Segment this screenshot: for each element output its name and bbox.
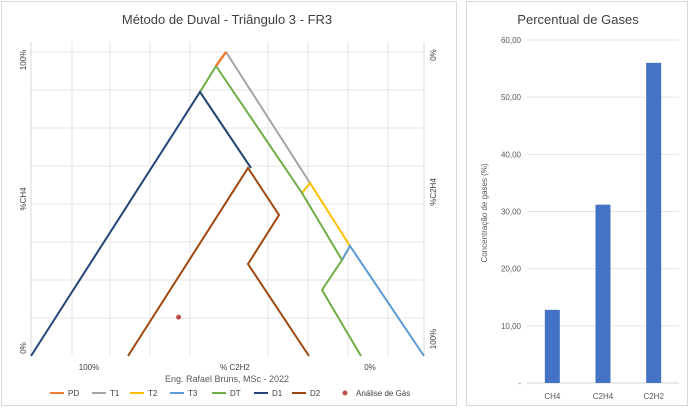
x-tick-label: C2H4 bbox=[593, 392, 614, 401]
duval-triangle-chart: Método de Duval - Triângulo 3 - FR3 100%… bbox=[19, 12, 438, 398]
x-tick-label: CH4 bbox=[544, 392, 561, 401]
duval-chart-panel: Método de Duval - Triângulo 3 - FR3 100%… bbox=[1, 1, 457, 406]
region-dt-line bbox=[215, 65, 362, 357]
y-tick-label: 30,00 bbox=[501, 208, 522, 217]
author-credit: Eng. Rafael Bruns, MSc - 2022 bbox=[165, 374, 289, 384]
bar-chart-y-axis-title: Concentração de gases (%) bbox=[480, 163, 489, 263]
y-tick-label: 60,00 bbox=[501, 36, 522, 45]
y-tick-label: 40,00 bbox=[501, 150, 522, 159]
gas-percent-chart-panel: Percentual de Gases Concentração de gase… bbox=[466, 1, 688, 406]
region-t2-line bbox=[301, 181, 352, 261]
legend-label: PD bbox=[68, 389, 79, 398]
gas-percent-bar-chart: Percentual de Gases Concentração de gase… bbox=[480, 12, 679, 401]
bottom-axis-left-label: 100% bbox=[79, 363, 99, 372]
legend-label: T2 bbox=[148, 389, 158, 398]
gas-analysis-point bbox=[176, 314, 182, 320]
region-t1-line bbox=[225, 51, 311, 184]
bar-chart-title: Percentual de Gases bbox=[517, 12, 639, 27]
region-d1-line bbox=[30, 90, 252, 357]
x-tick-label: C2H2 bbox=[643, 392, 664, 401]
y-tick-label: 10,00 bbox=[501, 322, 522, 331]
bottom-axis-title: % C2H2 bbox=[220, 363, 250, 372]
left-axis-top-label: 100% bbox=[19, 50, 28, 70]
bottom-axis-right-label: 0% bbox=[364, 363, 376, 372]
bar-y-ticks: - 10,00 20,00 30,00 40,00 50,00 60,00 bbox=[501, 36, 522, 388]
region-d2-line bbox=[127, 166, 310, 357]
duval-title: Método de Duval - Triângulo 3 - FR3 bbox=[122, 12, 332, 27]
region-pd-line bbox=[214, 51, 228, 67]
legend-label: Análise de Gás bbox=[356, 389, 410, 398]
bar-series bbox=[544, 62, 662, 383]
legend-label: DT bbox=[230, 389, 241, 398]
legend-label: T3 bbox=[188, 389, 198, 398]
left-axis-title: %CH4 bbox=[19, 187, 28, 211]
duval-regions bbox=[30, 51, 425, 357]
bar-c2h4 bbox=[595, 204, 611, 383]
right-axis-title: %C2H4 bbox=[429, 178, 438, 206]
legend-label: T1 bbox=[110, 389, 120, 398]
region-t3-line bbox=[341, 244, 425, 357]
right-axis-top-label: 0% bbox=[429, 49, 438, 61]
legend-label: D1 bbox=[272, 389, 283, 398]
y-tick-label: - bbox=[518, 379, 521, 388]
duval-legend: PD T1 T2 T3 DT D1 D2 Análise de Gás bbox=[50, 389, 410, 398]
legend-label: D2 bbox=[310, 389, 321, 398]
y-tick-label: 50,00 bbox=[501, 93, 522, 102]
y-tick-label: 20,00 bbox=[501, 265, 522, 274]
right-axis-bottom-label: 100% bbox=[429, 329, 438, 349]
bar-ch4 bbox=[544, 309, 560, 383]
bar-x-ticks: CH4 C2H4 C2H2 bbox=[544, 392, 664, 401]
left-axis-bottom-label: 0% bbox=[19, 342, 28, 354]
bar-c2h2 bbox=[646, 62, 662, 383]
legend-marker-analysis bbox=[342, 390, 348, 396]
